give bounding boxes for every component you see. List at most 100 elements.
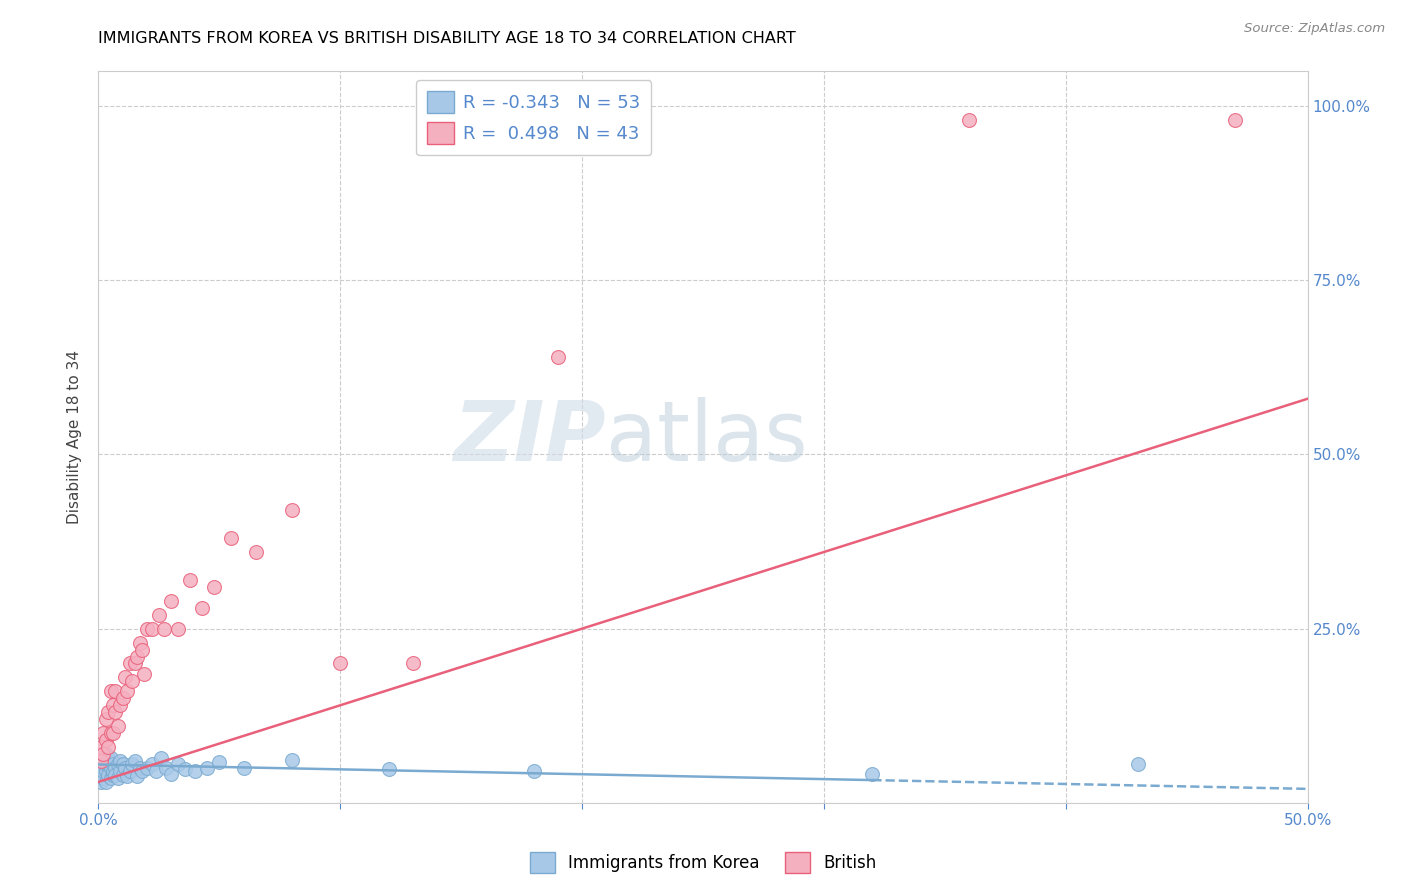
Point: [111, 691, 134, 706]
Point: [91, 772, 114, 786]
Point: [124, 754, 146, 768]
Point: [135, 761, 157, 775]
Point: [141, 622, 163, 636]
Point: [127, 769, 149, 783]
Point: [108, 698, 131, 713]
Point: [97, 768, 120, 782]
Point: [281, 753, 304, 767]
Point: [128, 635, 150, 649]
Point: [208, 756, 231, 770]
Point: [100, 726, 122, 740]
Text: Source: ZipAtlas.com: Source: ZipAtlas.com: [1244, 22, 1385, 36]
Point: [100, 772, 122, 786]
Point: [94, 757, 117, 772]
Point: [101, 768, 124, 782]
Point: [104, 684, 127, 698]
Point: [100, 750, 122, 764]
Point: [191, 600, 214, 615]
Point: [148, 607, 170, 622]
Point: [124, 657, 146, 671]
Point: [152, 622, 174, 636]
Text: atlas: atlas: [606, 397, 808, 477]
Point: [100, 684, 122, 698]
Point: [117, 684, 139, 698]
Point: [101, 757, 124, 772]
Point: [108, 754, 131, 768]
Point: [91, 764, 114, 779]
Point: [114, 761, 136, 775]
Legend: Immigrants from Korea, British: Immigrants from Korea, British: [523, 846, 883, 880]
Point: [204, 580, 226, 594]
Point: [91, 747, 114, 761]
Point: [179, 573, 201, 587]
Point: [167, 757, 190, 772]
Legend: R = -0.343   N = 53, R =  0.498   N = 43: R = -0.343 N = 53, R = 0.498 N = 43: [416, 80, 651, 155]
Y-axis label: Disability Age 18 to 34: Disability Age 18 to 34: [67, 350, 83, 524]
Point: [118, 764, 141, 779]
Point: [104, 768, 127, 782]
Point: [100, 761, 122, 775]
Point: [90, 757, 112, 772]
Point: [107, 757, 129, 772]
Point: [90, 754, 112, 768]
Point: [121, 757, 143, 772]
Point: [145, 764, 167, 779]
Point: [957, 113, 980, 128]
Point: [104, 761, 127, 775]
Point: [107, 719, 129, 733]
Point: [221, 531, 243, 545]
Point: [232, 761, 254, 775]
Point: [160, 594, 183, 608]
Point: [94, 712, 117, 726]
Point: [111, 757, 134, 772]
Point: [91, 761, 114, 775]
Point: [111, 768, 134, 782]
Point: [94, 747, 117, 761]
Point: [160, 766, 183, 780]
Point: [131, 764, 153, 779]
Point: [135, 622, 157, 636]
Point: [127, 649, 149, 664]
Point: [402, 657, 425, 671]
Point: [94, 775, 117, 789]
Point: [547, 350, 569, 364]
Point: [117, 769, 139, 783]
Point: [1128, 757, 1150, 772]
Point: [121, 673, 143, 688]
Point: [101, 698, 124, 713]
Text: ZIP: ZIP: [454, 397, 606, 477]
Point: [377, 763, 399, 777]
Point: [91, 754, 114, 768]
Point: [860, 766, 883, 780]
Point: [94, 764, 117, 779]
Point: [281, 503, 304, 517]
Point: [141, 757, 163, 772]
Point: [107, 772, 129, 786]
Point: [155, 761, 177, 775]
Point: [150, 750, 173, 764]
Point: [131, 642, 153, 657]
Point: [245, 545, 267, 559]
Point: [90, 775, 112, 789]
Point: [101, 764, 124, 779]
Point: [1223, 113, 1246, 128]
Point: [134, 667, 156, 681]
Point: [90, 768, 112, 782]
Point: [104, 705, 127, 719]
Point: [128, 761, 150, 775]
Text: IMMIGRANTS FROM KOREA VS BRITISH DISABILITY AGE 18 TO 34 CORRELATION CHART: IMMIGRANTS FROM KOREA VS BRITISH DISABIL…: [98, 31, 796, 46]
Point: [97, 750, 120, 764]
Point: [195, 761, 218, 775]
Point: [97, 757, 120, 772]
Point: [184, 764, 207, 779]
Point: [114, 670, 136, 684]
Point: [108, 764, 131, 779]
Point: [97, 740, 120, 755]
Point: [91, 726, 114, 740]
Point: [167, 622, 190, 636]
Point: [174, 763, 197, 777]
Point: [101, 726, 124, 740]
Point: [523, 764, 546, 779]
Point: [97, 705, 120, 719]
Point: [118, 657, 141, 671]
